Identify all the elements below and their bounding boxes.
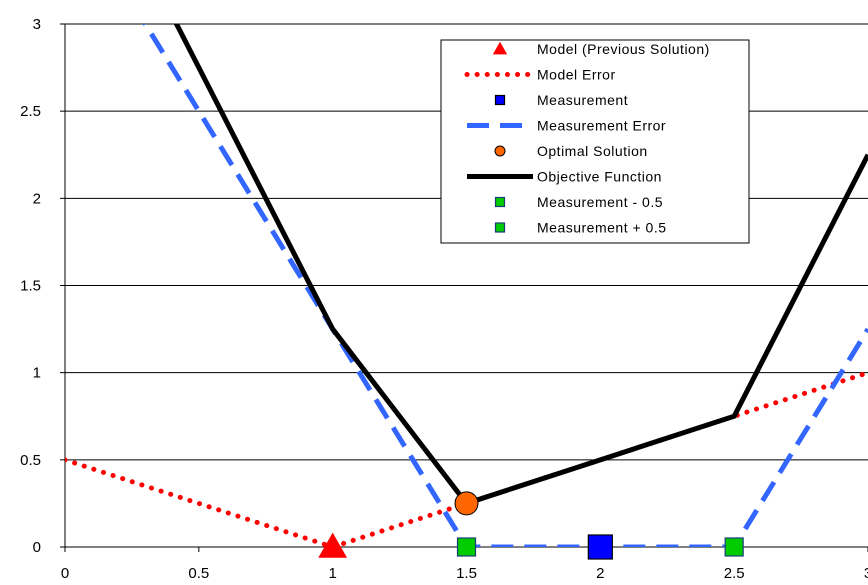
x-tick-label: 0.5 xyxy=(188,565,209,582)
markers xyxy=(318,491,744,560)
measurement-0-5-marker xyxy=(724,537,744,557)
y-tick-label: 2 xyxy=(33,190,41,207)
model-previous-solution-marker xyxy=(318,532,348,558)
legend-swatch-model-previous-solution xyxy=(492,41,508,55)
legend-label: Measurement - 0.5 xyxy=(537,194,663,210)
optimal-solution-marker xyxy=(454,491,479,516)
measurement-0-5-marker xyxy=(456,537,477,557)
legend-swatch-measurement-0-5 xyxy=(494,196,506,208)
x-tick-label: 1 xyxy=(328,565,336,582)
legend: Model (Previous Solution) Model Error Meas… xyxy=(440,39,750,244)
x-tick-label: 2 xyxy=(596,565,604,582)
measurement-marker xyxy=(587,534,613,560)
measurement-error-line xyxy=(142,24,868,547)
tick-labels: 0 0.5 1 1.5 2 2.5 3 0 0.5 1 1.5 2 2.5 3 xyxy=(20,16,868,582)
legend-label: Measurement + 0.5 xyxy=(537,220,667,236)
x-tick-label: 0 xyxy=(61,565,69,582)
y-tick-label: 0.5 xyxy=(20,452,41,469)
legend-swatch-measurement xyxy=(494,94,506,106)
legend-label: Model Error xyxy=(537,67,616,83)
x-tick-label: 1.5 xyxy=(456,565,477,582)
y-tick-label: 1 xyxy=(33,365,41,382)
legend-label: Optimal Solution xyxy=(537,143,648,159)
plot-area xyxy=(65,24,868,547)
legend-swatch-measurement-0-5 xyxy=(494,222,506,233)
y-tick-label: 0 xyxy=(33,539,41,556)
legend-box xyxy=(440,39,750,244)
x-tick-label: 2.5 xyxy=(724,565,745,582)
x-tick-label: 3 xyxy=(864,565,868,582)
y-tick-label: 2.5 xyxy=(20,103,41,120)
legend-label: Measurement Error xyxy=(537,118,666,134)
objective-function-line xyxy=(173,24,868,507)
legend-label: Model (Previous Solution) xyxy=(537,41,710,57)
legend-label: Objective Function xyxy=(537,169,662,185)
y-tick-label: 3 xyxy=(33,16,41,33)
y-tick-label: 1.5 xyxy=(20,278,41,295)
legend-swatch-optimal-solution xyxy=(494,145,506,157)
legend-label: Measurement xyxy=(537,92,628,108)
